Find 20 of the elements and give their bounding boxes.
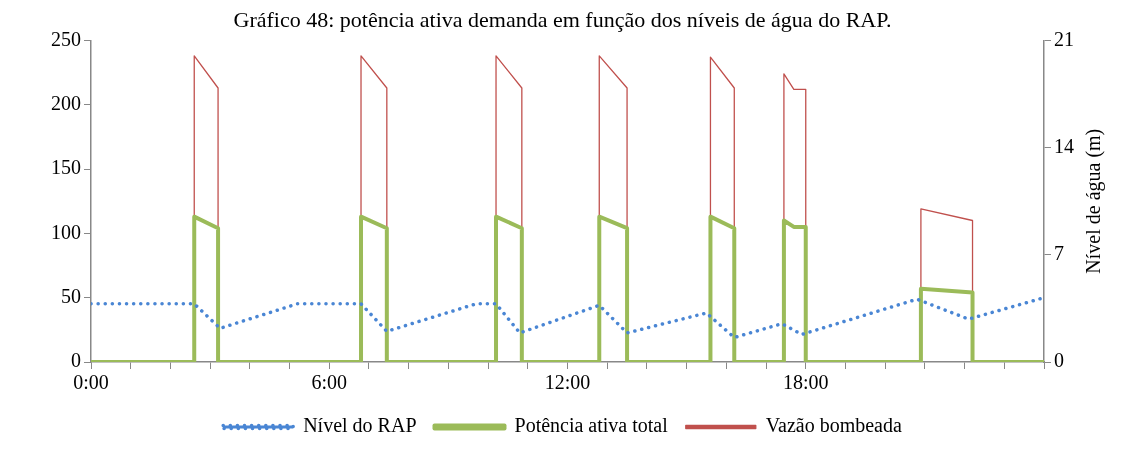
y-tick-label: 0: [71, 349, 81, 372]
y-tick-label: 150: [51, 156, 81, 179]
y-tick-label: 100: [51, 220, 81, 243]
y-tick-label: 250: [51, 27, 81, 50]
line-series: [91, 295, 1044, 340]
x-tick-label: 0:00: [73, 371, 109, 394]
y2-tick-label: 14: [1054, 134, 1074, 157]
x-tick-label: 12:00: [544, 371, 591, 394]
x-tick-label: 6:00: [311, 371, 348, 394]
y-tick-label: 50: [61, 284, 81, 307]
legend-label: Potência ativa total: [514, 414, 669, 437]
y2-tick-label: 21: [1054, 27, 1074, 50]
legend-label: Nível do RAP: [303, 414, 417, 437]
chart-title: Gráfico 48: potência ativa demanda em função dos níveis de água do RAP.: [233, 6, 892, 32]
y2-tick-label: 7: [1054, 242, 1064, 265]
y-tick-label: 200: [51, 91, 81, 114]
legend-label: Vazão bombeada: [765, 414, 902, 437]
y2-axis-title: Nível de água (m): [1082, 128, 1106, 274]
y2-tick-label: 0: [1054, 349, 1064, 372]
x-tick-label: 18:00: [782, 371, 829, 394]
